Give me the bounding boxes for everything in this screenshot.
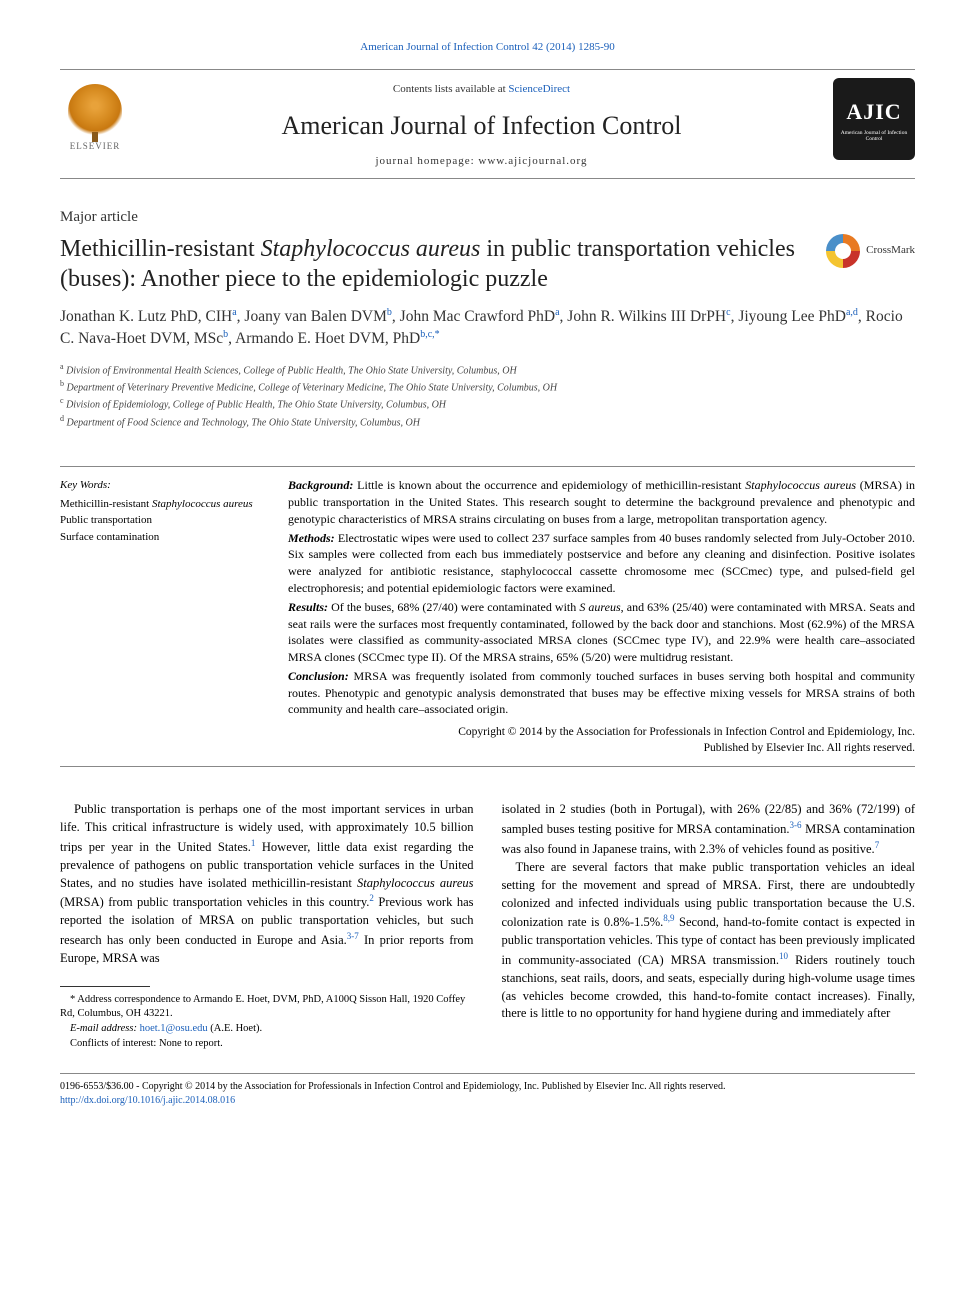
keyword-3: Surface contamination bbox=[60, 529, 260, 546]
abstract-background: Background: Little is known about the oc… bbox=[288, 477, 915, 527]
crossmark-label: CrossMark bbox=[866, 243, 915, 258]
keywords-heading: Key Words: bbox=[60, 477, 260, 494]
affiliations: a Division of Environmental Health Scien… bbox=[60, 361, 915, 430]
crossmark-badge[interactable]: CrossMark bbox=[826, 234, 915, 268]
top-citation: American Journal of Infection Control 42… bbox=[60, 40, 915, 55]
article-type: Major article bbox=[60, 207, 915, 228]
abstract-copyright: Copyright © 2014 by the Association for … bbox=[288, 724, 915, 756]
homepage-url[interactable]: www.ajicjournal.org bbox=[478, 155, 587, 167]
body-p3: There are several factors that make publ… bbox=[502, 859, 916, 1023]
body-columns: Public transportation is perhaps one of … bbox=[60, 801, 915, 1051]
contents-line: Contents lists available at ScienceDirec… bbox=[144, 82, 819, 97]
elsevier-logo: ELSEVIER bbox=[60, 78, 130, 158]
ajic-subtext: American Journal of Infection Control bbox=[833, 130, 915, 142]
abstract-conclusion: Conclusion: MRSA was frequently isolated… bbox=[288, 668, 915, 718]
keywords-column: Key Words: Methicillin-resistant Staphyl… bbox=[60, 477, 260, 756]
body-column-left: Public transportation is perhaps one of … bbox=[60, 801, 474, 1051]
footnote-email: E-mail address: hoet.1@osu.edu (A.E. Hoe… bbox=[60, 1022, 474, 1037]
bottom-copyright: 0196-6553/$36.00 - Copyright © 2014 by t… bbox=[60, 1080, 915, 1094]
ajic-logo: AJIC American Journal of Infection Contr… bbox=[833, 78, 915, 160]
abstract-results: Results: Of the buses, 68% (27/40) were … bbox=[288, 599, 915, 666]
contents-prefix: Contents lists available at bbox=[393, 83, 508, 95]
copyright-line-1: Copyright © 2014 by the Association for … bbox=[288, 724, 915, 740]
abstract-column: Background: Little is known about the oc… bbox=[288, 477, 915, 756]
journal-homepage: journal homepage: www.ajicjournal.org bbox=[144, 154, 819, 169]
authors-list: Jonathan K. Lutz PhD, CIHa, Joany van Ba… bbox=[60, 306, 915, 351]
bottom-info: 0196-6553/$36.00 - Copyright © 2014 by t… bbox=[60, 1080, 915, 1108]
copyright-line-2: Published by Elsevier Inc. All rights re… bbox=[288, 740, 915, 756]
body-p2: isolated in 2 studies (both in Portugal)… bbox=[502, 801, 916, 859]
abstract-row: Key Words: Methicillin-resistant Staphyl… bbox=[60, 477, 915, 756]
abstract-divider-bottom bbox=[60, 766, 915, 767]
abstract-methods: Methods: Electrostatic wipes were used t… bbox=[288, 530, 915, 597]
ajic-text: AJIC bbox=[846, 97, 901, 128]
sciencedirect-link[interactable]: ScienceDirect bbox=[508, 83, 570, 95]
homepage-label: journal homepage: bbox=[375, 155, 478, 167]
body-column-right: isolated in 2 studies (both in Portugal)… bbox=[502, 801, 916, 1051]
footnote-divider bbox=[60, 986, 150, 987]
footnote-conflicts: Conflicts of interest: None to report. bbox=[60, 1037, 474, 1052]
header-center: Contents lists available at ScienceDirec… bbox=[144, 78, 819, 169]
keyword-1: Methicillin-resistant Staphylococcus aur… bbox=[60, 496, 260, 513]
crossmark-icon bbox=[826, 234, 860, 268]
bottom-rule bbox=[60, 1073, 915, 1074]
affiliation-a: a Division of Environmental Health Scien… bbox=[60, 361, 915, 378]
footnote-correspondence: * Address correspondence to Armando E. H… bbox=[60, 993, 474, 1022]
affiliation-d: d Department of Food Science and Technol… bbox=[60, 413, 915, 430]
affiliation-c: c Division of Epidemiology, College of P… bbox=[60, 395, 915, 412]
keyword-2: Public transportation bbox=[60, 512, 260, 529]
email-link[interactable]: hoet.1@osu.edu bbox=[140, 1023, 208, 1034]
doi-link[interactable]: http://dx.doi.org/10.1016/j.ajic.2014.08… bbox=[60, 1095, 235, 1106]
abstract-divider-top bbox=[60, 466, 915, 467]
article-title: Methicillin-resistant Staphylococcus aur… bbox=[60, 234, 806, 294]
body-p1: Public transportation is perhaps one of … bbox=[60, 801, 474, 967]
footnotes: * Address correspondence to Armando E. H… bbox=[60, 993, 474, 1052]
journal-header: ELSEVIER Contents lists available at Sci… bbox=[60, 69, 915, 178]
elsevier-tree-icon bbox=[68, 84, 122, 138]
journal-name: American Journal of Infection Control bbox=[144, 108, 819, 144]
affiliation-b: b Department of Veterinary Preventive Me… bbox=[60, 378, 915, 395]
